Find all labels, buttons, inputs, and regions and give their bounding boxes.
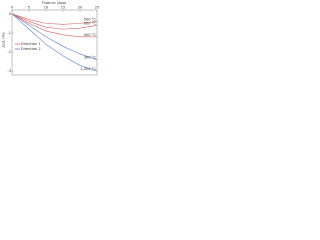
series-line [11, 13, 98, 72]
series-line [11, 13, 98, 25]
y-tick-label: -3 [7, 69, 11, 73]
series-label: 600 °C [84, 21, 97, 25]
series-label: 500 °C [84, 17, 97, 21]
legend-label: Direction 1 [21, 42, 41, 46]
x-tick-label: 0 [11, 6, 14, 10]
y-tick-label: -1 [7, 31, 11, 35]
background [0, 0, 100, 77]
legend-label: Direction 2 [21, 47, 41, 51]
y-tick-label: 0 [9, 12, 12, 16]
series-label: 300 °C [84, 56, 97, 60]
series-line [11, 13, 98, 60]
x-tick-label: 10 [44, 6, 49, 10]
x-tick-label: 5 [28, 6, 30, 10]
y-tick-label: -2 [7, 50, 11, 54]
x-axis-title: Fluence (dpa) [42, 1, 67, 5]
series-line [11, 13, 97, 38]
x-tick-label: 20 [78, 6, 83, 10]
x-tick-label: 25 [95, 6, 100, 10]
series-label: 1,000 °C [80, 67, 96, 71]
chart: Fluence (dpa) ΔL/L (%) 0 5 10 15 20 25 0 -1 -2 -3… [0, 0, 100, 77]
y-axis-title: ΔL/L (%) [2, 32, 6, 48]
series-label: 400 °C [84, 33, 97, 37]
plot-frame [11, 9, 98, 76]
x-tick-label: 15 [61, 6, 66, 10]
series-line [11, 13, 98, 30]
